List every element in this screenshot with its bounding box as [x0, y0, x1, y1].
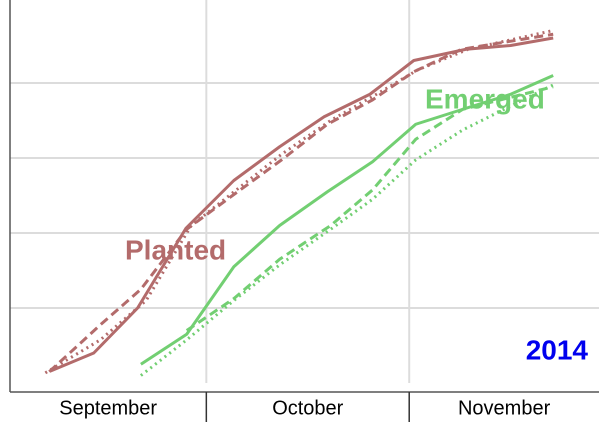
series-line: [140, 74, 554, 366]
x-tick-label: September: [59, 397, 157, 419]
annotation: Emerged: [425, 83, 545, 114]
annotation: 2014: [526, 334, 589, 365]
series-line: [48, 32, 554, 373]
annotation: Planted: [125, 234, 226, 265]
x-tick-label: October: [272, 397, 343, 419]
x-tick-label: November: [458, 397, 551, 419]
series-line: [139, 83, 554, 377]
series-line: [44, 29, 554, 375]
